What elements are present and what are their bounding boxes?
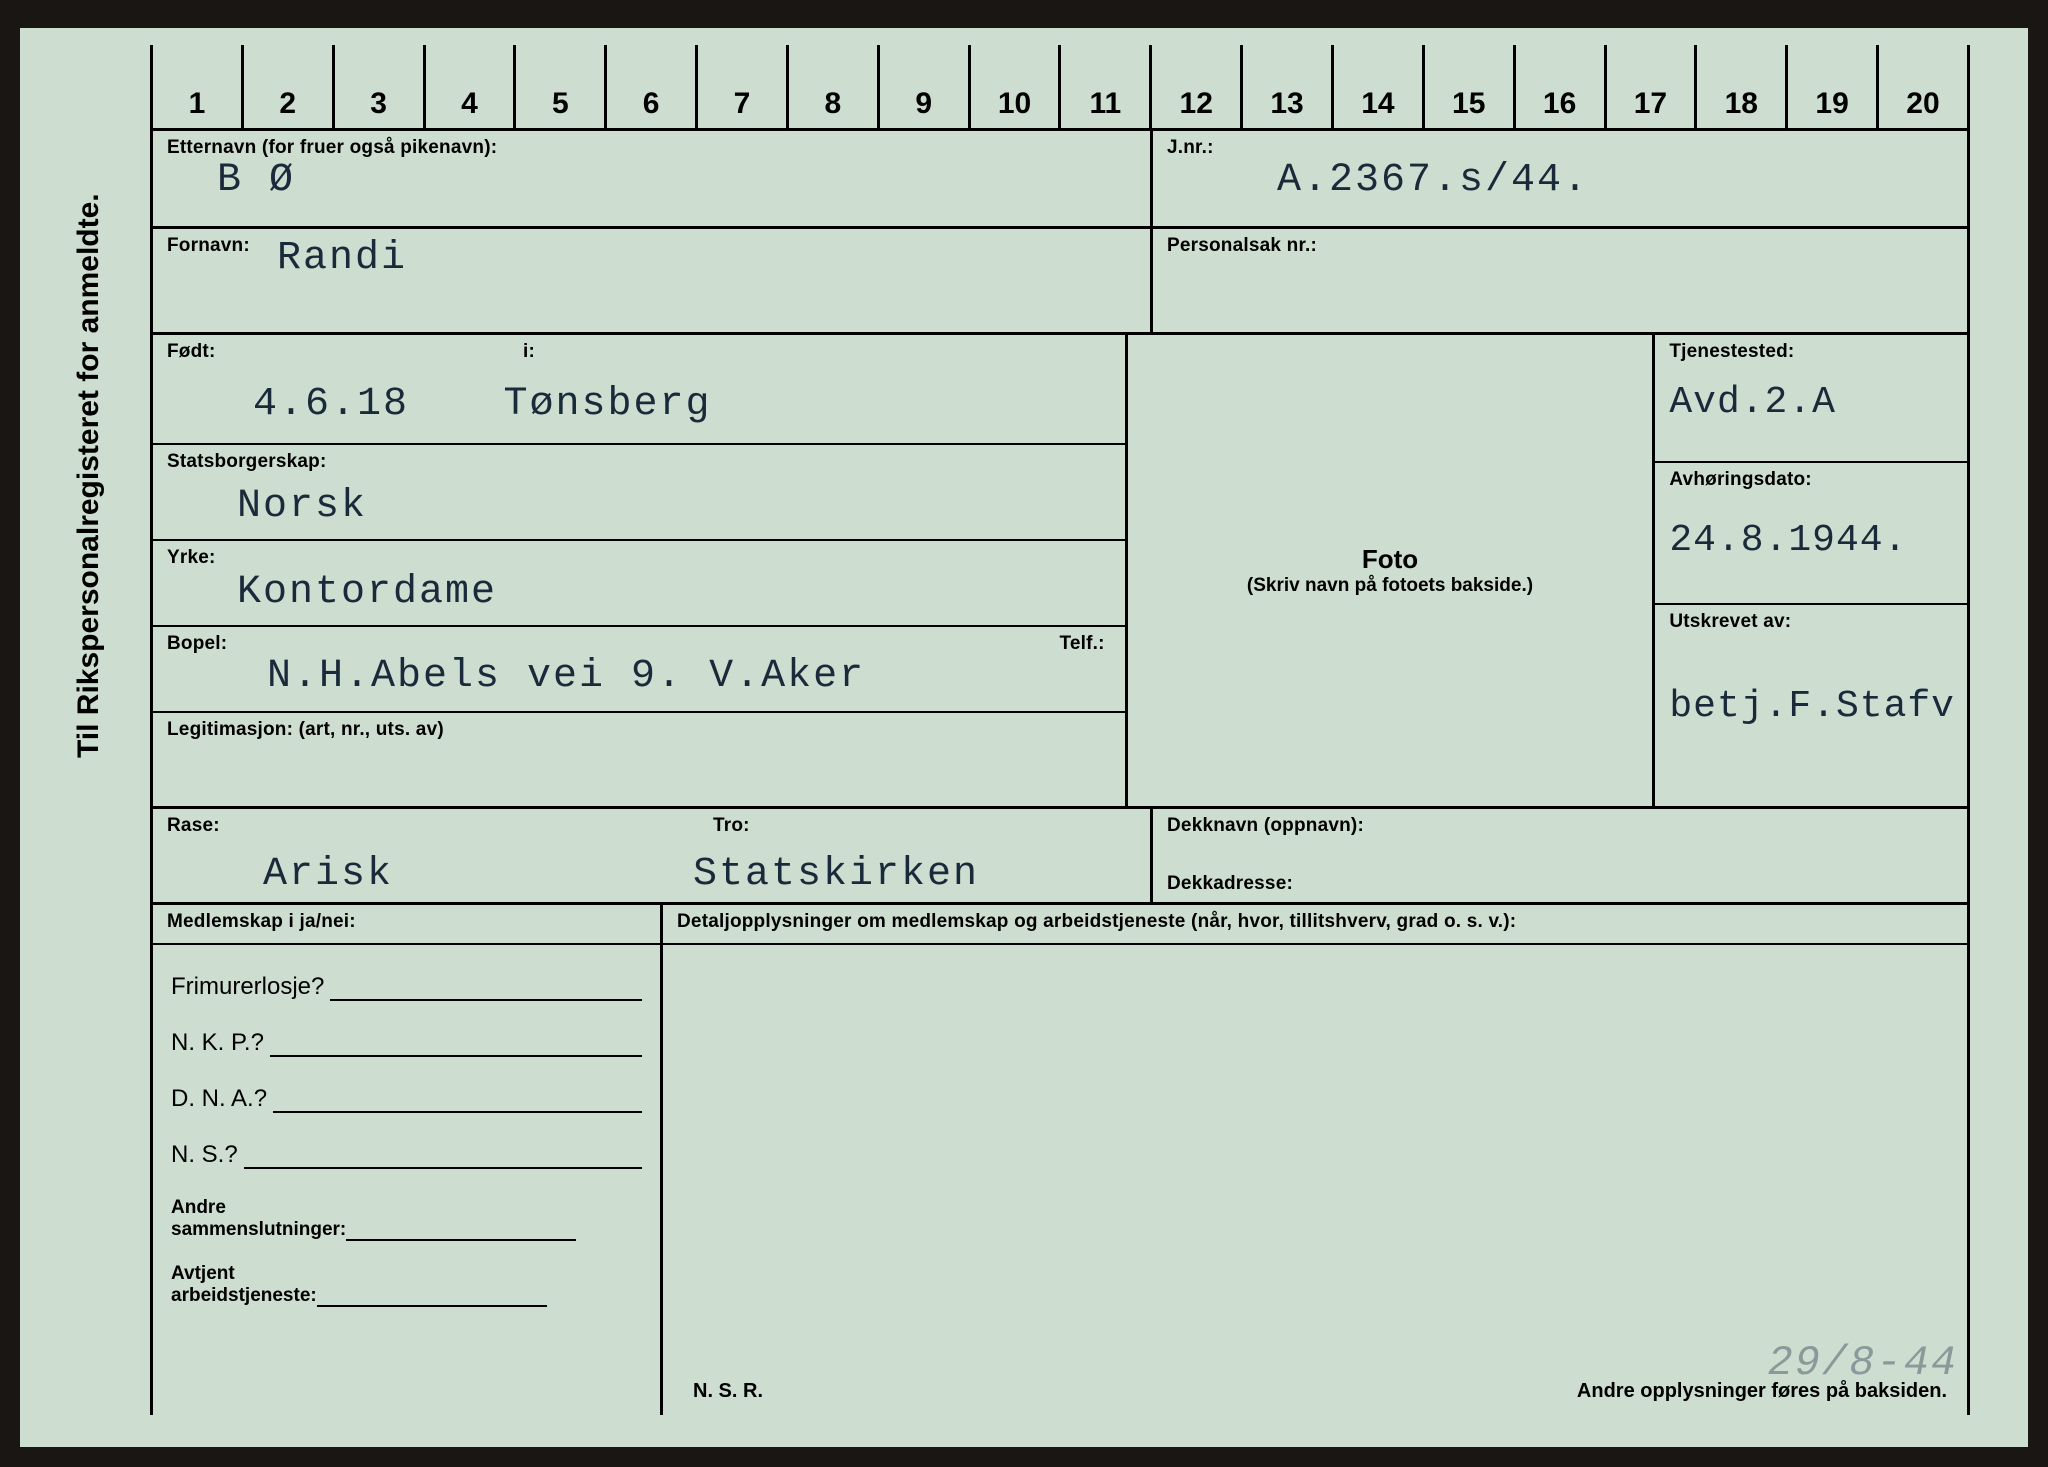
- side-title: Til Rikspersonalregisteret for anmeldte.: [72, 193, 106, 758]
- value-tro: Statskirken: [693, 853, 979, 897]
- ruler-cell: 1: [150, 63, 241, 128]
- membership-box: Frimurerlosje? N. K. P.? D. N. A.? N. S.…: [153, 945, 663, 1415]
- ruler-cell: 17: [1604, 63, 1695, 128]
- field-utskrevet: Utskrevet av: betj.F.Stafv: [1655, 605, 1967, 809]
- label-personalsak: Personalsak nr.:: [1167, 235, 1955, 257]
- label-ns: N. S.?: [171, 1141, 238, 1169]
- field-foto: Foto (Skriv navn på fotoets bakside.): [1125, 335, 1656, 809]
- field-fornavn: Fornavn: Randi: [153, 229, 1153, 335]
- label-etternavn: Etternavn (for fruer også pikenavn):: [167, 137, 1138, 159]
- left-column: Født: i: 4.6.18 Tønsberg Statsborgerskap…: [153, 335, 1125, 809]
- label-nsr: N. S. R.: [693, 1380, 763, 1403]
- label-fodt: Født:: [167, 341, 215, 363]
- ruler-cell: 8: [786, 63, 877, 128]
- field-yrke: Yrke: Kontordame: [153, 541, 1125, 627]
- value-fornavn: Randi: [167, 237, 1138, 281]
- label-nkp: N. K. P.?: [171, 1029, 264, 1057]
- value-jnr: A.2367.s/44.: [1167, 159, 1955, 203]
- ruler-cell: 12: [1149, 63, 1240, 128]
- field-avhoringsdato: Avhøringsdato: 24.8.1944.: [1655, 463, 1967, 605]
- value-utskrevet: betj.F.Stafv: [1669, 685, 1955, 728]
- line-nkp: N. K. P.?: [171, 1029, 642, 1057]
- label-detalj: Detaljopplysninger om medlemskap og arbe…: [677, 911, 1955, 933]
- ruler-cell: 16: [1513, 63, 1604, 128]
- registration-card: Til Rikspersonalregisteret for anmeldte.…: [0, 0, 2048, 1467]
- label-utskrevet: Utskrevet av:: [1669, 611, 1955, 633]
- value-yrke: Kontordame: [167, 571, 1113, 615]
- ruler: 1 2 3 4 5 6 7 8 9 10 11 12 13 14 15 16 1…: [150, 63, 1970, 131]
- label-i: i:: [523, 341, 535, 363]
- label-foto: Foto: [1128, 544, 1653, 575]
- field-tjenestested: Tjenestested: Avd.2.A: [1655, 335, 1967, 463]
- label-rase: Rase:: [167, 815, 220, 837]
- label-tro: Tro:: [713, 815, 750, 837]
- label-bopel: Bopel:: [167, 633, 227, 655]
- label-frimurer: Frimurerlosje?: [171, 973, 324, 1001]
- field-rase-tro: Rase: Tro: Arisk Statskirken: [153, 809, 1153, 905]
- value-etternavn: B Ø: [167, 159, 1138, 203]
- label-andre-samm1: Andre: [171, 1197, 642, 1219]
- label-avhoringsdato: Avhøringsdato:: [1669, 469, 1955, 491]
- value-rase: Arisk: [213, 853, 393, 897]
- ruler-cell: 3: [332, 63, 423, 128]
- value-tjenestested: Avd.2.A: [1669, 381, 1955, 424]
- ruler-cell: 5: [513, 63, 604, 128]
- ruler-cell: 6: [604, 63, 695, 128]
- label-tjenestested: Tjenestested:: [1669, 341, 1955, 363]
- ruler-cell: 11: [1058, 63, 1149, 128]
- value-statsborgerskap: Norsk: [167, 485, 1113, 529]
- ruler-cell: 19: [1785, 63, 1876, 128]
- label-avtjent2: arbeidstjeneste:: [171, 1285, 317, 1306]
- ruler-cell: 20: [1876, 63, 1970, 128]
- label-statsborgerskap: Statsborgerskap:: [167, 451, 1113, 473]
- field-bopel: Bopel: Telf.: N.H.Abels vei 9. V.Aker: [153, 627, 1125, 713]
- field-personalsak: Personalsak nr.:: [1153, 229, 1967, 335]
- line-frimurer: Frimurerlosje?: [171, 973, 642, 1001]
- handwritten-date: 29/8-44: [1768, 1339, 1958, 1387]
- label-yrke: Yrke:: [167, 547, 1113, 569]
- field-etternavn: Etternavn (for fruer også pikenavn): B Ø: [153, 131, 1153, 229]
- value-bopel: N.H.Abels vei 9. V.Aker: [167, 633, 1113, 699]
- field-medlemskap-header: Medlemskap i ja/nei:: [153, 905, 663, 945]
- label-telf: Telf.:: [1059, 633, 1104, 655]
- field-statsborgerskap: Statsborgerskap: Norsk: [153, 445, 1125, 541]
- label-dekknavn: Dekknavn (oppnavn):: [1167, 815, 1955, 837]
- label-andre-samm2: sammenslutninger:: [171, 1219, 346, 1240]
- field-jnr: J.nr.: A.2367.s/44.: [1153, 131, 1967, 229]
- ruler-cell: 14: [1331, 63, 1422, 128]
- ruler-cell: 13: [1240, 63, 1331, 128]
- label-medlemskap: Medlemskap i ja/nei:: [167, 911, 648, 933]
- label-avtjent1: Avtjent: [171, 1263, 642, 1285]
- field-dekknavn: Dekknavn (oppnavn): Dekkadresse:: [1153, 809, 1967, 905]
- ruler-cell: 9: [877, 63, 968, 128]
- ruler-cell: 18: [1694, 63, 1785, 128]
- ruler-cell: 10: [968, 63, 1059, 128]
- label-legitimasjon: Legitimasjon: (art, nr., uts. av): [167, 719, 1113, 741]
- right-column: Tjenestested: Avd.2.A Avhøringsdato: 24.…: [1655, 335, 1967, 809]
- value-fodt-i: Tønsberg: [413, 382, 711, 427]
- label-dna: D. N. A.?: [171, 1085, 267, 1113]
- line-andre-samm: Andre sammenslutninger:: [171, 1197, 642, 1241]
- field-fodt: Født: i: 4.6.18 Tønsberg: [153, 335, 1125, 445]
- ruler-cell: 15: [1422, 63, 1513, 128]
- line-dna: D. N. A.?: [171, 1085, 642, 1113]
- line-avtjent: Avtjent arbeidstjeneste:: [171, 1263, 642, 1307]
- label-jnr: J.nr.:: [1167, 137, 1955, 159]
- value-avhoringsdato: 24.8.1944.: [1669, 519, 1955, 562]
- field-detalj-header: Detaljopplysninger om medlemskap og arbe…: [663, 905, 1967, 945]
- label-foto-sub: (Skriv navn på fotoets bakside.): [1128, 575, 1653, 597]
- card-body: 1 2 3 4 5 6 7 8 9 10 11 12 13 14 15 16 1…: [150, 63, 1970, 1415]
- ruler-cell: 2: [241, 63, 332, 128]
- field-legitimasjon: Legitimasjon: (art, nr., uts. av): [153, 713, 1125, 809]
- value-fodt: 4.6.18: [153, 382, 409, 427]
- line-ns: N. S.?: [171, 1141, 642, 1169]
- ruler-cell: 4: [423, 63, 514, 128]
- ruler-cell: 7: [695, 63, 786, 128]
- label-dekkadresse: Dekkadresse:: [1167, 873, 1955, 895]
